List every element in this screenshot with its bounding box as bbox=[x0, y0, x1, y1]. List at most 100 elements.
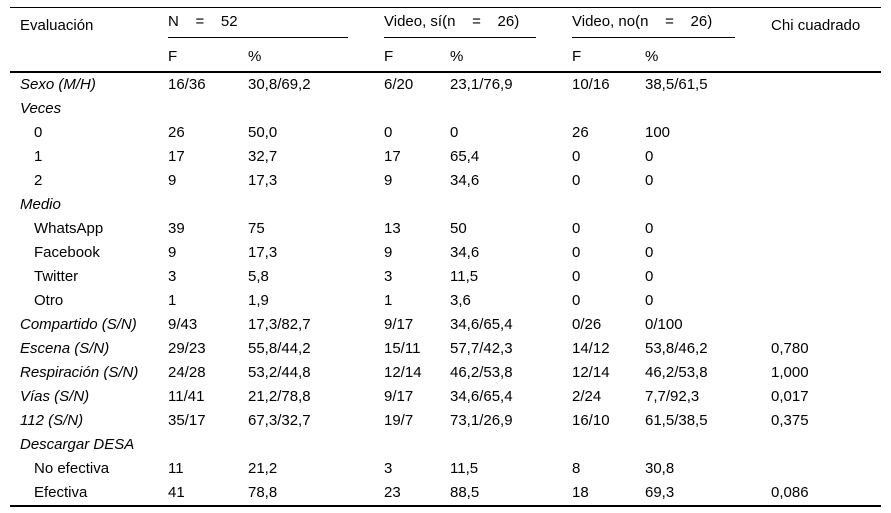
table-cell: 0/26 bbox=[572, 316, 602, 333]
table-cell bbox=[384, 193, 450, 217]
table-cell: 12/14 bbox=[384, 364, 422, 381]
table-cell: 15/11 bbox=[384, 340, 421, 357]
chi-cell bbox=[771, 193, 881, 217]
row-label: 2 bbox=[34, 172, 43, 189]
row-label: Escena (S/N) bbox=[20, 340, 110, 357]
table-cell: 46,2/53,8 bbox=[450, 364, 513, 381]
table-cell: 18 bbox=[572, 484, 589, 501]
chi-cell bbox=[771, 457, 881, 481]
table-cell: 0 bbox=[645, 268, 654, 285]
table-cell: 21,2 bbox=[248, 460, 278, 477]
table-row: Otro 1 1,9 1 3,6 0 0 bbox=[10, 289, 881, 313]
chi-cell bbox=[771, 241, 881, 265]
sub-header-pct-video-no: % bbox=[645, 42, 772, 73]
table-row: Descargar DESA bbox=[10, 433, 881, 457]
video-si-group-label: Video, sí(n = 26) bbox=[384, 13, 536, 38]
row-label: Descargar DESA bbox=[20, 436, 135, 453]
table-cell: 100 bbox=[645, 124, 671, 141]
chi-cell: 0,780 bbox=[771, 340, 809, 357]
table-cell: 26 bbox=[572, 124, 589, 141]
table-cell bbox=[450, 433, 572, 457]
table-cell: 0 bbox=[645, 172, 654, 189]
table-cell: 1,9 bbox=[248, 292, 269, 309]
table-cell: 34,6/65,4 bbox=[450, 388, 513, 405]
table-cell: 0 bbox=[572, 220, 581, 237]
table-cell: 24/28 bbox=[168, 364, 206, 381]
table-cell: 13 bbox=[384, 220, 401, 237]
table-row: Efectiva 41 78,8 23 88,5 18 69,3 0,086 bbox=[10, 481, 881, 506]
table-cell: 88,5 bbox=[450, 484, 480, 501]
total-group-label: N = 52 bbox=[168, 13, 348, 38]
table-cell: 17,3 bbox=[248, 244, 278, 261]
sub-header-f-total: F bbox=[168, 42, 248, 73]
table-cell bbox=[168, 97, 248, 121]
table-cell: 34,6/65,4 bbox=[450, 316, 513, 333]
table-cell: 3 bbox=[168, 268, 177, 285]
table-cell: 61,5/38,5 bbox=[645, 412, 708, 429]
row-label: Veces bbox=[20, 100, 62, 117]
sub-header-empty bbox=[10, 42, 168, 73]
table-cell: 32,7 bbox=[248, 148, 278, 165]
table-cell: 11 bbox=[168, 460, 184, 477]
table-row: 1 17 32,7 17 65,4 0 0 bbox=[10, 145, 881, 169]
table-cell: 0/100 bbox=[645, 316, 683, 333]
table-row: Vías (S/N) 11/41 21,2/78,8 9/17 34,6/65,4 2/2… bbox=[10, 385, 881, 409]
video-no-group-label: Video, no(n = 26) bbox=[572, 13, 736, 38]
row-label: WhatsApp bbox=[34, 220, 104, 237]
chi-cell: 0,086 bbox=[771, 484, 809, 501]
table-row: 2 9 17,3 9 34,6 0 0 bbox=[10, 169, 881, 193]
table-row: Twitter 3 5,8 3 11,5 0 0 bbox=[10, 265, 881, 289]
table-cell: 0 bbox=[572, 244, 581, 261]
table-row: Respiración (S/N) 24/28 53,2/44,8 12/14 46,2… bbox=[10, 361, 881, 385]
table-cell: 19/7 bbox=[384, 412, 414, 429]
table-cell bbox=[645, 193, 771, 217]
table-cell bbox=[645, 433, 771, 457]
table-cell: 3 bbox=[384, 460, 393, 477]
chi-cell bbox=[771, 121, 881, 145]
table-header: Evaluación N = 52 Video, sí(n = 26) Vide… bbox=[10, 8, 881, 73]
table-cell: 5,8 bbox=[248, 268, 269, 285]
table-cell: 30,8/69,2 bbox=[248, 76, 311, 93]
table-cell: 0 bbox=[645, 292, 654, 309]
table-cell bbox=[450, 97, 572, 121]
row-label: Sexo (M/H) bbox=[20, 76, 96, 93]
chi-cell bbox=[771, 145, 881, 169]
chi-cell bbox=[771, 217, 881, 241]
table-cell: 7,7/92,3 bbox=[645, 388, 700, 405]
row-label: 0 bbox=[34, 124, 43, 141]
table-cell: 57,7/42,3 bbox=[450, 340, 513, 357]
table-cell: 12/14 bbox=[572, 364, 610, 381]
table-cell: 1 bbox=[168, 292, 177, 309]
table-cell: 9/17 bbox=[384, 316, 414, 333]
table-cell: 17 bbox=[168, 148, 185, 165]
table-cell: 53,8/46,2 bbox=[645, 340, 708, 357]
table-cell: 53,2/44,8 bbox=[248, 364, 311, 381]
table-row: Escena (S/N) 29/23 55,8/44,2 15/11 57,7/42,3… bbox=[10, 337, 881, 361]
row-label: 112 (S/N) bbox=[20, 412, 84, 429]
table-cell: 78,8 bbox=[248, 484, 278, 501]
col-header-evaluacion: Evaluación bbox=[20, 16, 94, 34]
row-label: 1 bbox=[34, 148, 43, 165]
table-cell: 16/10 bbox=[572, 412, 610, 429]
row-label: Medio bbox=[20, 196, 61, 213]
table-cell bbox=[384, 97, 450, 121]
table-cell: 11,5 bbox=[450, 268, 479, 285]
col-header-total-group: N = 52 bbox=[168, 8, 384, 43]
table-row: Compartido (S/N) 9/43 17,3/82,7 9/17 34,6/65… bbox=[10, 313, 881, 337]
table-cell: 50 bbox=[450, 220, 467, 237]
table-cell: 0 bbox=[645, 148, 654, 165]
table-cell: 30,8 bbox=[645, 460, 675, 477]
table-cell: 41 bbox=[168, 484, 185, 501]
table-row: Sexo (M/H) 16/36 30,8/69,2 6/20 23,1/76,9 10/… bbox=[10, 72, 881, 97]
table-row: WhatsApp 39 75 13 50 0 0 bbox=[10, 217, 881, 241]
table-cell: 26 bbox=[168, 124, 185, 141]
table-cell: 16/36 bbox=[168, 76, 206, 93]
col-header-chi-cuadrado: Chi cuadrado bbox=[771, 16, 861, 34]
chi-cell bbox=[771, 97, 881, 121]
table-row: 0 26 50,0 0 0 26 100 bbox=[10, 121, 881, 145]
table-cell bbox=[572, 433, 645, 457]
chi-cell: 1,000 bbox=[771, 364, 809, 381]
table-cell bbox=[248, 433, 384, 457]
table-cell: 34,6 bbox=[450, 244, 480, 261]
